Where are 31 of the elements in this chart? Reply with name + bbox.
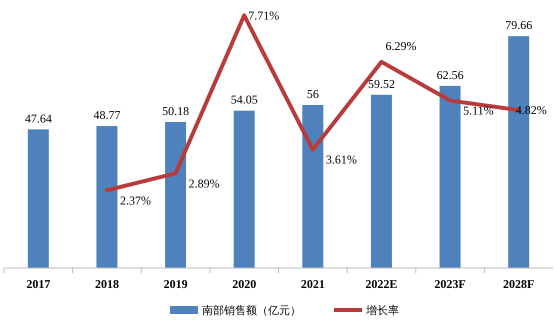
data-label: 50.18 xyxy=(162,104,190,118)
bar xyxy=(302,105,324,268)
legend-label: 增长率 xyxy=(365,304,399,317)
bar xyxy=(28,129,49,268)
data-label: 2.37% xyxy=(120,193,151,208)
legend-label: 南部销售额（亿元） xyxy=(202,304,301,317)
x-tick-label: 2028F xyxy=(503,277,534,291)
bar xyxy=(370,94,392,268)
data-label: 2.89% xyxy=(188,176,220,190)
bar xyxy=(234,110,255,268)
data-label: 7.71% xyxy=(248,8,280,22)
bar xyxy=(96,126,118,268)
x-tick-label: 2019 xyxy=(164,277,188,291)
x-tick-label: 2020 xyxy=(232,277,256,291)
data-label: 59.52 xyxy=(368,76,395,91)
data-label: 54.05 xyxy=(230,92,258,107)
data-label: 5.11% xyxy=(463,104,494,118)
data-label: 47.64 xyxy=(24,111,52,126)
bar xyxy=(165,122,186,268)
data-label: 56 xyxy=(306,87,319,102)
data-label: 48.77 xyxy=(93,108,120,122)
data-label: 62.56 xyxy=(436,68,464,82)
x-tick-label: 2023F xyxy=(434,277,466,291)
bar xyxy=(440,86,461,268)
x-tick-label: 2021 xyxy=(300,277,325,291)
x-tick-label: 2017 xyxy=(26,277,50,291)
x-tick-label: 2022E xyxy=(365,277,398,291)
data-label: 3.61% xyxy=(326,152,357,167)
data-label: 79.66 xyxy=(505,18,532,32)
x-tick-label: 2018 xyxy=(94,277,119,291)
data-label: 6.29% xyxy=(385,38,416,53)
